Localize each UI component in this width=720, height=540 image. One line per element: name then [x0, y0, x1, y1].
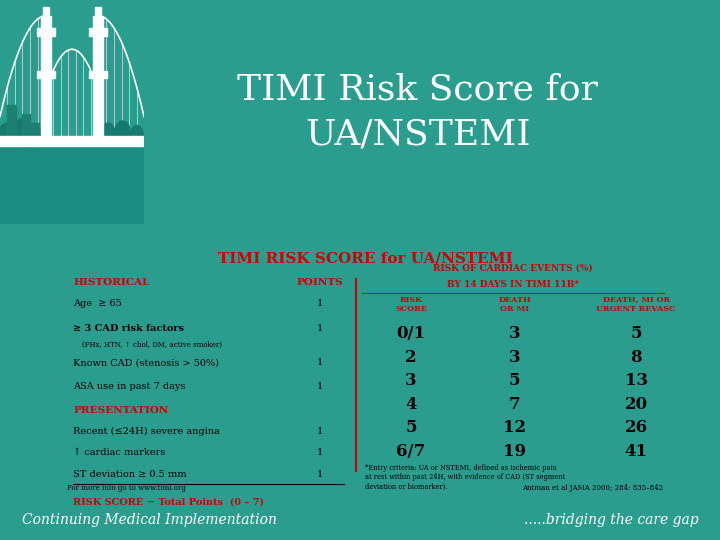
Text: 6/7: 6/7: [397, 443, 426, 460]
Text: 4: 4: [405, 396, 417, 413]
Text: POINTS: POINTS: [297, 278, 343, 287]
Text: 12: 12: [503, 420, 526, 436]
Text: 8: 8: [630, 349, 642, 366]
Text: 20: 20: [624, 396, 648, 413]
Bar: [43, 6, 49, 19]
Text: ASA use in past 7 days: ASA use in past 7 days: [73, 381, 186, 390]
Text: 1: 1: [317, 470, 323, 479]
Text: 5: 5: [509, 372, 521, 389]
Bar: [0, 146, 144, 224]
Text: 13: 13: [624, 372, 648, 389]
Text: *Entry criteria: UA or NSTEMI, defined as ischemic pain
at rest within past 24H,: *Entry criteria: UA or NSTEMI, defined a…: [365, 464, 566, 490]
Text: 1: 1: [317, 448, 323, 457]
Text: 1: 1: [317, 381, 323, 390]
Text: 5: 5: [405, 420, 417, 436]
Text: 3: 3: [508, 349, 521, 366]
Text: 7: 7: [508, 396, 521, 413]
Text: 1: 1: [317, 299, 323, 308]
Bar: [37, 71, 55, 78]
Text: 5: 5: [631, 325, 642, 342]
Text: PRESENTATION: PRESENTATION: [73, 406, 168, 415]
Text: DEATH
OR MI: DEATH OR MI: [498, 295, 531, 313]
Text: 0/1: 0/1: [397, 325, 426, 342]
Bar: [37, 28, 55, 36]
Text: HISTORICAL: HISTORICAL: [73, 278, 150, 287]
Bar: [41, 16, 51, 139]
Bar: [7, 105, 16, 146]
Text: Antman et al JAMA 2000; 284: 835–842: Antman et al JAMA 2000; 284: 835–842: [523, 484, 664, 492]
Text: TIMI RISK SCORE for UA/NSTEMI: TIMI RISK SCORE for UA/NSTEMI: [218, 252, 513, 266]
Text: ST deviation ≥ 0.5 mm: ST deviation ≥ 0.5 mm: [73, 470, 187, 479]
Text: DEATH, MI OR
URGENT REVASC: DEATH, MI OR URGENT REVASC: [596, 295, 676, 313]
Text: 1: 1: [317, 427, 323, 436]
Text: For more info go to www.timi.org: For more info go to www.timi.org: [67, 484, 186, 492]
Text: ↑ cardiac markers: ↑ cardiac markers: [73, 448, 166, 457]
Text: RISK SCORE − Total Points  (0 – 7): RISK SCORE − Total Points (0 – 7): [73, 498, 264, 507]
Text: Known CAD (stenosis > 50%): Known CAD (stenosis > 50%): [73, 359, 220, 367]
Ellipse shape: [114, 121, 130, 146]
Text: 1: 1: [317, 359, 323, 367]
Text: 3: 3: [405, 372, 417, 389]
Text: BY 14 DAYS IN TIMI 11B*: BY 14 DAYS IN TIMI 11B*: [447, 280, 579, 289]
Text: 41: 41: [625, 443, 647, 460]
Text: TIMI Risk Score for
UA/NSTEMI: TIMI Risk Score for UA/NSTEMI: [237, 73, 598, 151]
Bar: [30, 123, 39, 146]
Ellipse shape: [14, 119, 29, 146]
Bar: [0, 136, 144, 146]
Text: .....bridging the care gap: .....bridging the care gap: [523, 513, 698, 526]
Text: Recent (≤24H) severe angina: Recent (≤24H) severe angina: [73, 427, 220, 436]
Text: (FHx, HTN, ↑ chol, DM, active smoker): (FHx, HTN, ↑ chol, DM, active smoker): [83, 341, 222, 348]
Text: ≥ 3 CAD risk factors: ≥ 3 CAD risk factors: [73, 324, 184, 333]
Text: 2: 2: [405, 349, 417, 366]
Text: 3: 3: [508, 325, 521, 342]
Ellipse shape: [101, 123, 115, 146]
Text: RISK OF CARDIAC EVENTS (%): RISK OF CARDIAC EVENTS (%): [433, 264, 593, 273]
Text: 1: 1: [317, 324, 323, 333]
Bar: [93, 16, 103, 139]
Bar: [95, 6, 101, 19]
Text: Age  ≥ 65: Age ≥ 65: [73, 299, 122, 308]
Text: 26: 26: [624, 420, 648, 436]
Bar: [89, 28, 107, 36]
Text: RISK
SCORE: RISK SCORE: [395, 295, 427, 313]
Text: Continuing Medical Implementation: Continuing Medical Implementation: [22, 513, 276, 526]
Bar: [22, 114, 30, 146]
Ellipse shape: [30, 125, 42, 146]
Bar: [89, 71, 107, 78]
Ellipse shape: [0, 123, 16, 146]
Ellipse shape: [130, 125, 143, 146]
Text: 19: 19: [503, 443, 526, 460]
